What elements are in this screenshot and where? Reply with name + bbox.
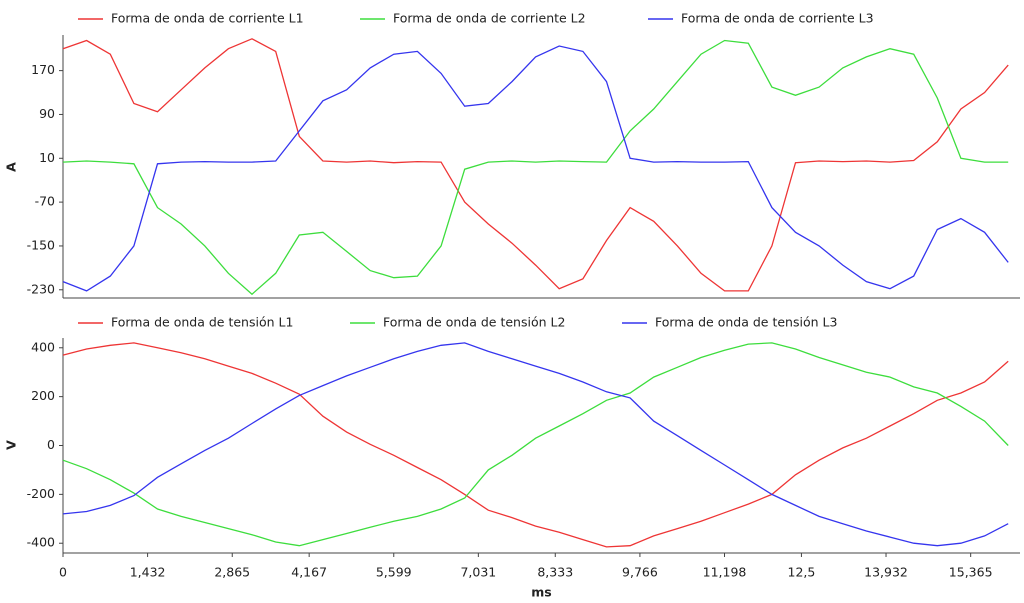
x-axis-label: ms [531, 585, 551, 600]
y-tick-label: -150 [27, 237, 55, 252]
y-tick-label: 200 [31, 388, 55, 403]
x-tick-label: 2,865 [214, 565, 250, 580]
y-axis-label: V [4, 440, 19, 450]
y-tick-label: 170 [31, 62, 55, 77]
x-tick-label: 1,432 [130, 565, 166, 580]
series-line [62, 38, 1009, 292]
series-line [62, 342, 1009, 547]
legend-label: Forma de onda de tensión L1 [111, 315, 293, 330]
series-line [62, 39, 1009, 296]
legend-label: Forma de onda de corriente L2 [393, 11, 586, 26]
x-tick-label: 4,167 [291, 565, 327, 580]
y-tick-label: -230 [27, 281, 55, 296]
y-tick-label: -400 [27, 535, 55, 550]
y-tick-label: -200 [27, 486, 55, 501]
x-tick-label: 0 [59, 565, 67, 580]
legend-label: Forma de onda de corriente L3 [681, 11, 874, 26]
y-tick-label: 0 [47, 437, 55, 452]
x-tick-label: 13,932 [864, 565, 908, 580]
x-tick-label: 7,031 [460, 565, 496, 580]
x-tick-label: 15,365 [949, 565, 993, 580]
series-line [62, 342, 1009, 548]
x-tick-label: 11,198 [703, 565, 747, 580]
y-tick-label: 400 [31, 339, 55, 354]
legend-label: Forma de onda de corriente L1 [111, 11, 304, 26]
x-tick-label: 9,766 [622, 565, 658, 580]
x-tick-label: 5,599 [376, 565, 412, 580]
x-tick-label: 12,5 [788, 565, 816, 580]
series-line [62, 45, 1009, 292]
legend-label: Forma de onda de tensión L2 [383, 315, 565, 330]
x-tick-label: 8,333 [537, 565, 573, 580]
legend-label: Forma de onda de tensión L3 [655, 315, 837, 330]
y-tick-label: 10 [39, 150, 55, 165]
y-axis-label: A [4, 162, 19, 172]
series-line [62, 342, 1009, 547]
y-tick-label: -70 [35, 194, 55, 209]
y-tick-label: 90 [39, 106, 55, 121]
